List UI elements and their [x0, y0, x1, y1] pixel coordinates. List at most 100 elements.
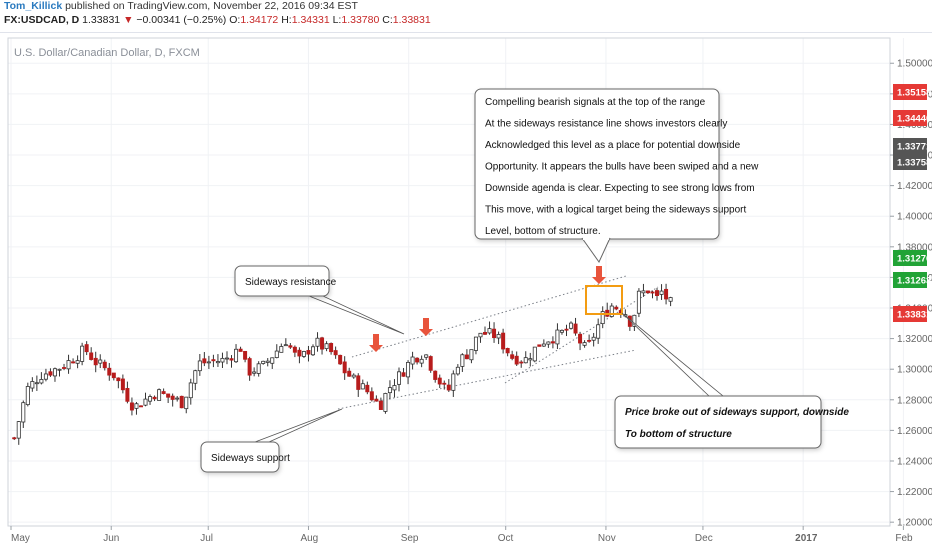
candle-up: [57, 368, 62, 371]
candle-down: [347, 370, 352, 377]
support-callout[interactable]: Sideways support: [200, 408, 343, 473]
price-tag: 1.33771: [893, 138, 932, 154]
candle-up: [279, 346, 284, 353]
candle-up: [559, 329, 564, 333]
candle-down: [428, 356, 433, 371]
candle-up: [668, 297, 673, 302]
x-tick-label: Aug: [300, 533, 318, 544]
price-tag-bg: [893, 306, 927, 322]
callouts: Compelling bearish signals at the top of…: [200, 88, 849, 473]
candle-up: [541, 343, 546, 347]
candle-up: [632, 314, 637, 327]
price-tag-bg: [893, 154, 927, 170]
candle-up: [283, 344, 288, 347]
candle-up: [16, 421, 21, 439]
candle-up: [396, 371, 401, 385]
price-tag-bg: [893, 138, 927, 154]
down-arrow-marker-icon: [369, 334, 383, 352]
resistance-callout[interactable]: Sideways resistance: [234, 265, 405, 335]
candle-down: [84, 344, 89, 353]
symbol-label: FX:USDCAD, D: [4, 14, 80, 26]
x-tick-label: Jun: [103, 533, 119, 544]
price-tag-label: 1.31276: [897, 254, 931, 265]
last-price: 1.33831: [82, 14, 121, 26]
candle-down: [650, 291, 655, 294]
y-tick-label: 1.22000: [897, 487, 932, 498]
candle-down: [306, 350, 311, 355]
callout-box: [614, 395, 822, 449]
down-arrow-marker-icon: [592, 266, 606, 284]
candle-up: [134, 403, 139, 409]
candle-up: [451, 373, 456, 391]
candle-up: [265, 360, 270, 363]
candle-up: [582, 342, 587, 346]
price-axis[interactable]: 1.20000 1.22000 1.24000 1.26000 1.28000 1.300…: [890, 59, 932, 529]
price-tag-label: 1.33758: [897, 158, 931, 169]
candle-up: [324, 343, 329, 350]
candle-down: [537, 344, 542, 347]
candle-down: [437, 377, 442, 385]
candle-up: [310, 346, 315, 356]
candle-up: [383, 393, 388, 412]
x-tick-label: Feb: [895, 533, 913, 544]
callout-tip: [581, 237, 611, 263]
candle-down: [12, 437, 17, 440]
candle-up: [641, 290, 646, 294]
candle-up: [157, 389, 162, 401]
candle-down: [320, 337, 325, 350]
y-tick-label: 1.38000: [897, 242, 932, 253]
candle-up: [21, 402, 26, 423]
price-chart[interactable]: U.S. Dollar/Canadian Dollar, D, FXCM 1.2…: [0, 33, 932, 550]
candle-down: [243, 350, 248, 360]
candle-up: [487, 328, 492, 334]
callout-pointer: [308, 295, 405, 335]
callout-text: To bottom of structure: [625, 429, 732, 440]
price-tag-bg: [893, 272, 927, 288]
candle-up: [256, 363, 261, 374]
candle-down: [152, 396, 157, 400]
candle-up: [234, 348, 239, 363]
callout-box: [234, 265, 330, 297]
callout-text: Acknowledged this level as a place for p…: [485, 140, 741, 151]
candle-down: [89, 352, 94, 360]
time-axis[interactable]: May Jun Jul Aug Sep Oct Nov Dec 2017 Feb: [10, 526, 913, 544]
author-link[interactable]: Tom_Killick: [4, 0, 63, 12]
candle-down: [356, 375, 361, 390]
callout-box: [200, 441, 280, 473]
breakout-callout[interactable]: Price broke out of sideways support, dow…: [614, 312, 849, 449]
candle-up: [25, 386, 30, 406]
analysis-callout[interactable]: Compelling bearish signals at the top of…: [474, 88, 759, 263]
callout-text: This move, with a logical target being t…: [485, 205, 746, 216]
price-tag-label: 1.35158: [897, 88, 931, 99]
candle-down: [614, 306, 619, 310]
markers: [369, 266, 623, 352]
candle-up: [659, 290, 664, 295]
candle-up: [596, 324, 601, 339]
candle-up: [197, 360, 202, 372]
high-label: H:: [281, 14, 292, 26]
candle-down: [62, 367, 67, 369]
candle-down: [179, 395, 184, 409]
candle-down: [116, 377, 121, 382]
candle-up: [315, 337, 320, 347]
candle-down: [483, 331, 488, 335]
y-tick-label: 1.26000: [897, 426, 932, 437]
published-text: published on TradingView.com, November 2…: [65, 0, 358, 12]
callout-text: Downside agenda is clear. Expecting to s…: [485, 183, 755, 194]
y-tick-label: 1.20000: [897, 518, 932, 529]
publish-info: Tom_Killick published on TradingView.com…: [4, 0, 358, 14]
candle-up: [301, 351, 306, 357]
price-tags: 1.35158 1.34440 1.33771 1.33758 1.31276 1.312…: [893, 84, 932, 322]
candle-up: [274, 350, 279, 358]
candle-down: [587, 339, 592, 342]
high-value: 1.34331: [291, 14, 330, 26]
candle-up: [546, 341, 551, 345]
candle-up: [455, 366, 460, 375]
candle-up: [184, 396, 189, 410]
candle-down: [125, 388, 130, 402]
candle-down: [202, 358, 207, 364]
candle-down: [247, 358, 252, 376]
candle-up: [52, 368, 57, 377]
candle-up: [66, 360, 71, 370]
candle-down: [645, 290, 650, 294]
